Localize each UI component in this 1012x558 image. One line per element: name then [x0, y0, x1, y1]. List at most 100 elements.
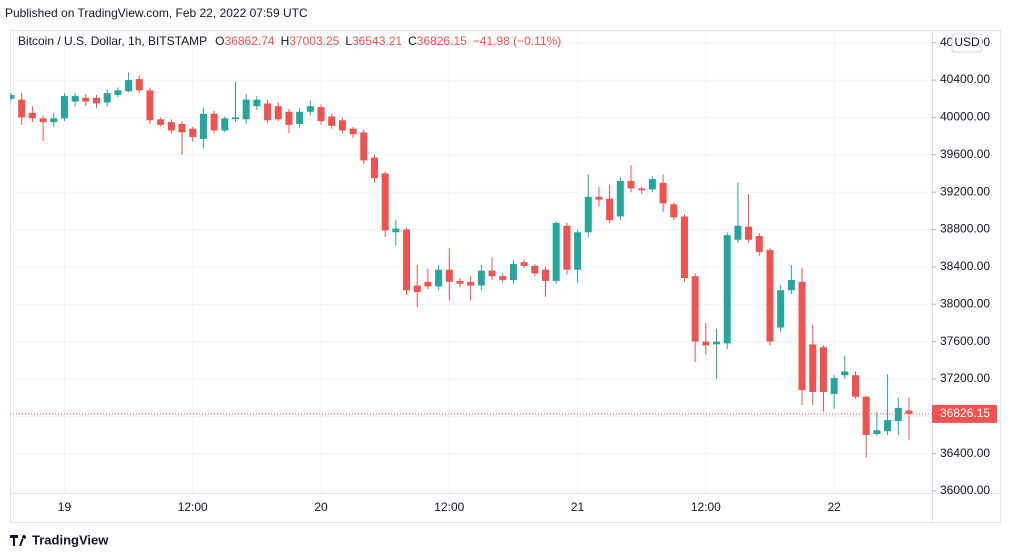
- candle-body: [167, 122, 175, 131]
- ohlc-value: 37003.25: [289, 34, 339, 48]
- x-tick-label: 20: [314, 500, 328, 514]
- x-tick-label: 12:00: [434, 500, 464, 514]
- y-tick-label: 39200.00: [940, 184, 990, 198]
- candle-body: [830, 378, 838, 394]
- candle-body: [10, 95, 15, 99]
- candle-body: [50, 118, 58, 123]
- candle-body: [360, 132, 368, 161]
- candle-body: [563, 225, 571, 270]
- candle-body: [285, 111, 293, 125]
- x-tick-label: 12:00: [691, 500, 721, 514]
- candle-body: [296, 111, 304, 124]
- last-price-label: 36826.15: [940, 406, 990, 420]
- candle-body: [467, 281, 475, 286]
- candle-body: [413, 285, 421, 293]
- ohlc-letter: H: [281, 34, 290, 48]
- ohlc-letter: L: [345, 34, 352, 48]
- candle-body: [777, 290, 785, 328]
- candle-body: [520, 262, 528, 266]
- candle-body: [403, 229, 411, 291]
- candle-body: [648, 179, 656, 190]
- candle-body: [328, 116, 336, 126]
- candle-body: [638, 188, 646, 191]
- logo-text: TradingView: [32, 532, 109, 547]
- candle-body: [445, 269, 453, 282]
- candle-body: [852, 375, 860, 397]
- candle-body: [499, 276, 507, 280]
- candle-body: [787, 279, 795, 291]
- candle-body: [71, 95, 79, 102]
- candle-body: [627, 180, 635, 189]
- candle-body: [841, 371, 849, 376]
- candle-body: [755, 236, 763, 252]
- candle-body: [114, 90, 122, 96]
- candle-body: [584, 196, 592, 233]
- candle-body: [884, 420, 892, 432]
- candle-body: [509, 264, 517, 280]
- candle-body: [381, 173, 389, 231]
- y-tick-label: 37200.00: [940, 371, 990, 385]
- candle-body: [488, 270, 496, 277]
- candle-body: [199, 113, 207, 139]
- candle-body: [306, 106, 314, 112]
- ohlc-value: 36826.15: [417, 34, 467, 48]
- y-tick-label: 40000.00: [940, 110, 990, 124]
- candle-body: [616, 180, 624, 217]
- candle-body: [231, 117, 239, 120]
- logo-icon: [10, 535, 27, 546]
- candle-body: [82, 97, 90, 102]
- candle-body: [734, 225, 742, 240]
- candle-body: [713, 341, 721, 345]
- candle-body: [691, 276, 699, 342]
- candle-body: [894, 407, 902, 421]
- candle-body: [93, 97, 101, 104]
- candle-body: [456, 280, 464, 284]
- x-tick-label: 12:00: [178, 500, 208, 514]
- candle-body: [552, 222, 560, 281]
- candle-body: [424, 281, 432, 287]
- currency-badge[interactable]: [951, 33, 983, 53]
- candle-body: [745, 226, 753, 240]
- candle-body: [905, 410, 913, 414]
- candle-body: [125, 80, 133, 92]
- candle-body: [435, 269, 443, 287]
- y-tick-label: 37600.00: [940, 334, 990, 348]
- candle-body: [28, 112, 36, 119]
- y-tick-label: 36400.00: [940, 446, 990, 460]
- candle-body: [253, 99, 261, 107]
- candle-body: [338, 120, 346, 131]
- candle-body: [317, 107, 325, 122]
- candle-body: [370, 157, 378, 179]
- candle-body: [680, 216, 688, 279]
- candle-body: [702, 341, 710, 346]
- logo: TradingView: [10, 532, 109, 547]
- y-tick-label: 38000.00: [940, 296, 990, 310]
- candle-body: [809, 344, 817, 393]
- candle-body: [723, 235, 731, 344]
- ohlc-letter: O: [215, 34, 224, 48]
- y-tick-label: 36000.00: [940, 483, 990, 497]
- change: −41.98 (−0.11%): [473, 34, 562, 48]
- candle-body: [606, 198, 614, 221]
- currency[interactable]: USD: [954, 35, 980, 49]
- candle-body: [819, 347, 827, 393]
- x-tick-label: 21: [571, 500, 585, 514]
- published-note: Published on TradingView.com, Feb 22, 20…: [5, 6, 308, 20]
- candle-body: [103, 93, 111, 103]
- candle-body: [60, 95, 68, 119]
- candle-body: [178, 123, 186, 133]
- chart-frame: [10, 30, 1001, 523]
- candle-body: [274, 106, 282, 120]
- symbol: Bitcoin / U.S. Dollar, 1h, BITSTAMP: [18, 34, 207, 48]
- candle-body: [157, 119, 165, 125]
- ohlc-value: 36543.21: [352, 34, 402, 48]
- candle-body: [392, 228, 400, 233]
- x-tick-label: 19: [58, 500, 72, 514]
- candle-body: [349, 128, 357, 135]
- candle-body: [477, 270, 485, 286]
- candle-body: [135, 79, 143, 91]
- ohlc-letter: C: [408, 34, 417, 48]
- candle-body: [242, 99, 250, 120]
- candle-body: [39, 118, 47, 123]
